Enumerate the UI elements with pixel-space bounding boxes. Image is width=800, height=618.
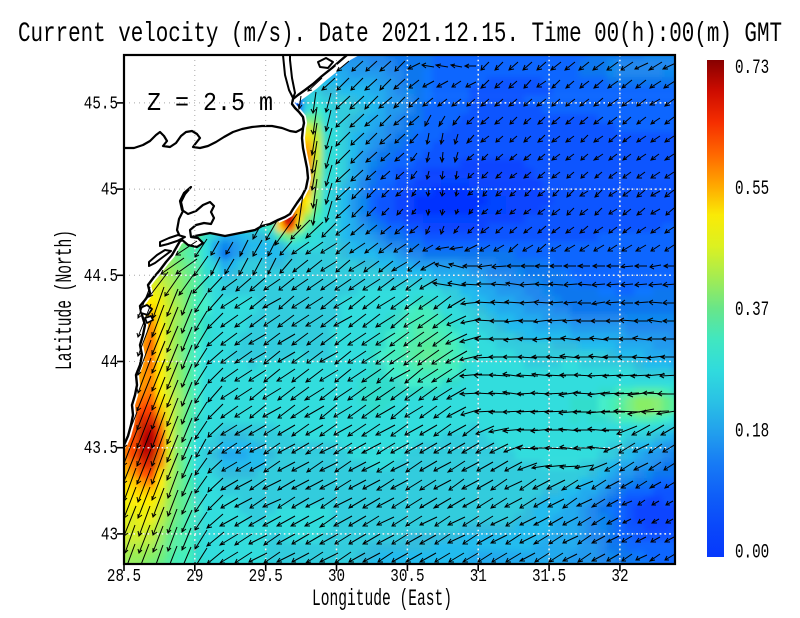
- svg-text:29: 29: [186, 567, 203, 587]
- svg-text:44.5: 44.5: [84, 267, 118, 287]
- svg-text:Current velocity (m/s). Date 2: Current velocity (m/s). Date 2021.12.15.…: [18, 19, 782, 50]
- svg-text:Latitude (North): Latitude (North): [52, 230, 78, 370]
- svg-text:Z = 2.5 m: Z = 2.5 m: [147, 88, 273, 118]
- svg-text:45.5: 45.5: [84, 94, 118, 114]
- svg-text:30: 30: [328, 567, 345, 587]
- svg-text:0.73: 0.73: [735, 57, 769, 80]
- svg-text:0.55: 0.55: [735, 178, 769, 201]
- svg-text:0.37: 0.37: [735, 299, 769, 322]
- svg-text:32: 32: [611, 567, 628, 587]
- svg-text:29.5: 29.5: [249, 567, 283, 587]
- svg-text:43.5: 43.5: [84, 439, 118, 459]
- svg-text:44: 44: [101, 353, 118, 373]
- svg-text:Longitude (East): Longitude (East): [312, 586, 452, 612]
- svg-text:31.5: 31.5: [532, 567, 566, 587]
- svg-text:31: 31: [470, 567, 487, 587]
- svg-text:30.5: 30.5: [390, 567, 424, 587]
- svg-text:43: 43: [101, 525, 118, 545]
- svg-text:0.18: 0.18: [735, 420, 769, 443]
- svg-text:0.00: 0.00: [735, 541, 769, 564]
- svg-text:45: 45: [101, 181, 118, 201]
- svg-text:28.5: 28.5: [107, 567, 141, 587]
